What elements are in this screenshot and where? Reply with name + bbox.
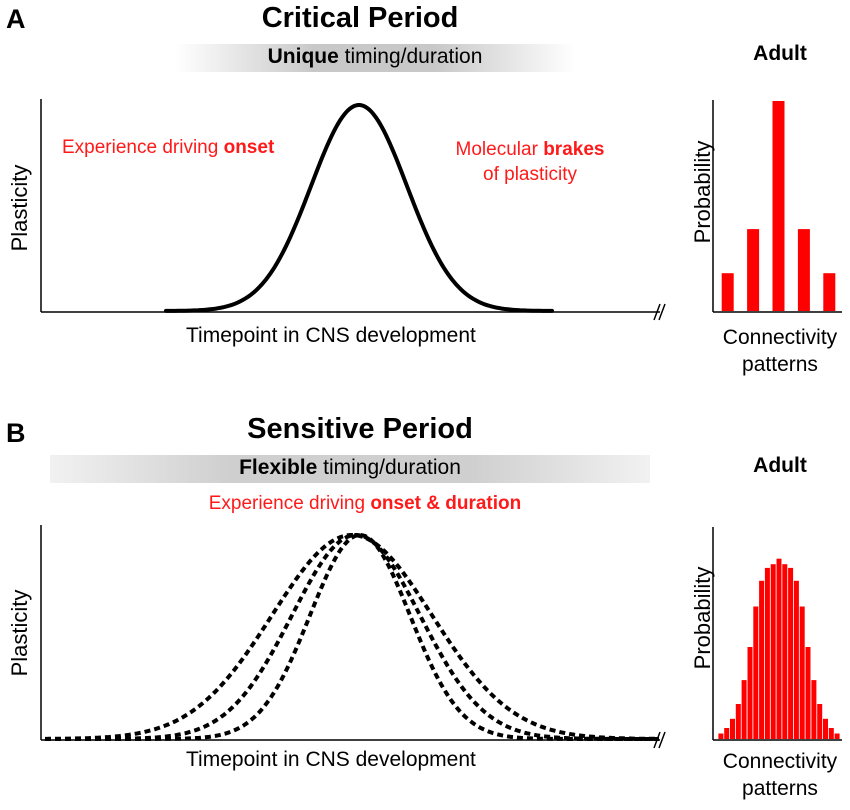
hist-b-bar-16 — [805, 647, 811, 739]
molecular-text: Molecular — [455, 139, 544, 160]
axis-break-mark-b2 — [658, 731, 666, 749]
hist-b-bar-2 — [724, 728, 730, 739]
hist-b-bar-11 — [776, 558, 782, 739]
hist-b-bar-8 — [759, 580, 765, 739]
hist-b-bar-5 — [741, 680, 747, 739]
hist-a-bar-1 — [721, 273, 734, 311]
hist-b-bar-7 — [753, 606, 759, 739]
critical-period-curve — [164, 103, 554, 313]
brakes-word: brakes — [543, 139, 605, 160]
panel-b-letter: B — [6, 418, 26, 448]
experience-driving-text-b: Experience driving — [208, 493, 371, 514]
experience-onset-duration-note: Experience driving onset & duration — [150, 493, 580, 515]
unique-timing-band — [175, 44, 575, 72]
hist-b-bar-20 — [828, 728, 834, 739]
of-plasticity-text: of plasticity — [483, 164, 577, 185]
hist-b-bar-21 — [834, 733, 840, 739]
patterns-text-b: patterns — [742, 777, 818, 800]
timing-duration-text-b: timing/duration — [317, 456, 461, 479]
hist-b-bar-4 — [735, 704, 741, 739]
timing-duration-text: timing/duration — [338, 45, 483, 68]
connectivity-text-b: Connectivity — [722, 750, 838, 773]
connectivity-patterns-label-b: Connectivity patterns — [700, 748, 850, 802]
hist-b-bar-10 — [770, 564, 776, 739]
flexible-word: Flexible — [239, 456, 318, 479]
critical-period-title: Critical Period — [261, 2, 459, 34]
sensitive-period-title: Sensitive Period — [247, 413, 473, 445]
hist-b-bar-19 — [823, 718, 828, 739]
hist-b-bar-9 — [764, 567, 770, 739]
flexible-timing-band — [50, 455, 650, 483]
hist-b-bar-17 — [811, 680, 817, 739]
axis-break-mark-a1 — [653, 303, 661, 321]
hist-b-bar-1 — [718, 733, 724, 739]
unique-timing-label: Unique timing/duration — [175, 45, 575, 69]
flexible-timing-label: Flexible timing/duration — [50, 456, 650, 480]
timepoint-axis-label-b: Timepoint in CNS development — [186, 748, 476, 771]
panel-a-letter: A — [6, 4, 26, 34]
sensitive-period-curve-wide — [45, 533, 659, 741]
adult-title-b: Adult — [753, 454, 807, 477]
hist-a-bar-4 — [797, 229, 810, 311]
experience-onset-note: Experience driving onset — [62, 137, 274, 159]
onset-duration-words: onset & duration — [370, 493, 522, 514]
axis-break-mark-a2 — [658, 303, 666, 321]
hist-a-bar-5 — [823, 273, 836, 311]
hist-b-bar-3 — [730, 718, 735, 739]
connectivity-text-a: Connectivity — [722, 326, 838, 349]
unique-word: Unique — [267, 45, 339, 68]
sensitive-period-curve-narrow — [45, 533, 659, 741]
hist-b-bar-12 — [782, 564, 788, 739]
patterns-text-a: patterns — [742, 353, 818, 376]
adult-title-a: Adult — [753, 42, 807, 65]
hist-b-bar-15 — [799, 606, 805, 739]
experience-driving-text: Experience driving — [62, 137, 224, 158]
onset-word: onset — [223, 137, 275, 158]
molecular-brakes-note: Molecular brakes of plasticity — [440, 137, 620, 187]
timepoint-axis-label-a: Timepoint in CNS development — [186, 324, 476, 347]
hist-b-bar-6 — [747, 647, 753, 739]
connectivity-patterns-label-a: Connectivity patterns — [700, 324, 850, 378]
hist-a-bar-2 — [747, 229, 760, 311]
hist-b-bar-13 — [788, 567, 794, 739]
hist-a-bar-3 — [772, 101, 785, 311]
hist-b-bar-18 — [817, 704, 823, 739]
hist-b-bar-14 — [793, 580, 799, 739]
